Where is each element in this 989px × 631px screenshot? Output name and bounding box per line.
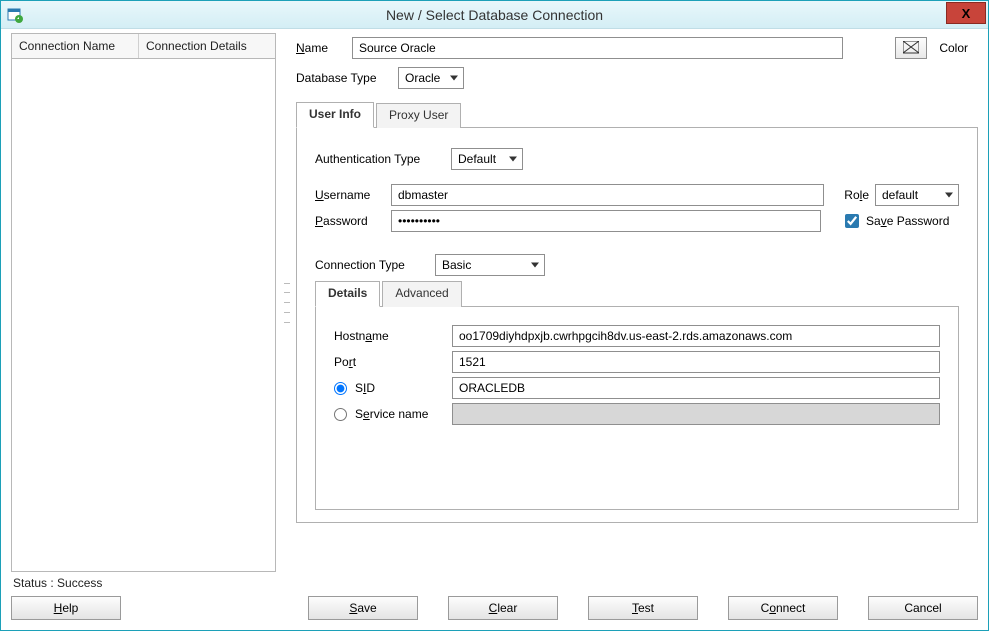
row-conntype: Connection Type Basic (315, 254, 959, 276)
tab-proxy-user[interactable]: Proxy User (376, 103, 461, 128)
password-label: Password (315, 214, 385, 228)
row-port: Port (334, 351, 940, 373)
help-button[interactable]: Help (11, 596, 121, 620)
color-button[interactable] (895, 37, 927, 59)
service-label: Service name (355, 407, 428, 421)
conntype-select[interactable]: Basic (435, 254, 545, 276)
form-panel: Name Color Database Type Oracle (292, 33, 978, 572)
save-password-label: Save Password (866, 214, 949, 228)
conntype-value: Basic (442, 258, 471, 272)
test-button[interactable]: Test (588, 596, 698, 620)
cancel-button[interactable]: Cancel (868, 596, 978, 620)
dbtype-label: Database Type (296, 71, 392, 85)
tab-user-info[interactable]: User Info (296, 102, 374, 128)
service-radio[interactable] (334, 408, 347, 421)
service-input[interactable] (452, 403, 940, 425)
username-label: Username (315, 188, 385, 202)
close-button[interactable]: X (946, 2, 986, 24)
clear-button[interactable]: Clear (448, 596, 558, 620)
tab-advanced[interactable]: Advanced (382, 281, 461, 307)
sid-input[interactable] (452, 377, 940, 399)
row-username: Username Role default (315, 184, 959, 206)
role-label: Role (844, 188, 869, 202)
tab-details[interactable]: Details (315, 281, 380, 307)
main-tabbar: User Info Proxy User (296, 101, 978, 128)
row-dbtype: Database Type Oracle (296, 67, 978, 89)
authtype-label: Authentication Type (315, 152, 445, 166)
connection-list-header: Connection Name Connection Details (12, 34, 275, 59)
row-authtype: Authentication Type Default (315, 148, 959, 170)
password-input[interactable] (391, 210, 821, 232)
role-select[interactable]: default (875, 184, 959, 206)
row-password: Password Save Password (315, 210, 959, 232)
dbtype-select[interactable]: Oracle (398, 67, 464, 89)
titlebar: New / Select Database Connection X (1, 1, 988, 29)
authtype-select[interactable]: Default (451, 148, 523, 170)
row-sid: SID (334, 377, 940, 399)
color-label: Color (939, 41, 968, 55)
row-name: Name Color (296, 37, 978, 59)
splitter[interactable] (282, 33, 292, 572)
conntype-label: Connection Type (315, 258, 429, 272)
col-connection-name[interactable]: Connection Name (12, 34, 139, 58)
save-button[interactable]: Save (308, 596, 418, 620)
dialog-window: New / Select Database Connection X Conne… (0, 0, 989, 631)
connection-list-body[interactable] (12, 59, 275, 571)
dbtype-value: Oracle (405, 71, 440, 85)
row-service: Service name (334, 403, 940, 425)
sid-label: SID (355, 381, 375, 395)
button-row: Help Save Clear Test Connect Cancel (11, 590, 978, 620)
port-input[interactable] (452, 351, 940, 373)
port-label: Port (334, 355, 444, 369)
main-row: Connection Name Connection Details Name (11, 33, 978, 572)
hostname-label: Hostname (334, 329, 444, 343)
name-input[interactable] (352, 37, 843, 59)
status-text: Status : Success (11, 572, 978, 590)
connect-button[interactable]: Connect (728, 596, 838, 620)
hostname-input[interactable] (452, 325, 940, 347)
conn-detail-tabbar: Details Advanced (315, 280, 959, 307)
sid-radio[interactable] (334, 382, 347, 395)
col-connection-details[interactable]: Connection Details (139, 34, 275, 58)
connection-list-panel: Connection Name Connection Details (11, 33, 276, 572)
role-value: default (882, 188, 918, 202)
username-input[interactable] (391, 184, 824, 206)
dialog-title: New / Select Database Connection (1, 7, 988, 23)
content-area: Connection Name Connection Details Name (1, 29, 988, 630)
authtype-value: Default (458, 152, 496, 166)
save-password-checkbox[interactable] (845, 214, 859, 228)
conn-detail-body: Hostname Port SID (315, 307, 959, 510)
row-hostname: Hostname (334, 325, 940, 347)
user-info-body: Authentication Type Default Username Rol… (296, 128, 978, 523)
app-icon (7, 7, 23, 23)
name-label: Name (296, 41, 346, 55)
